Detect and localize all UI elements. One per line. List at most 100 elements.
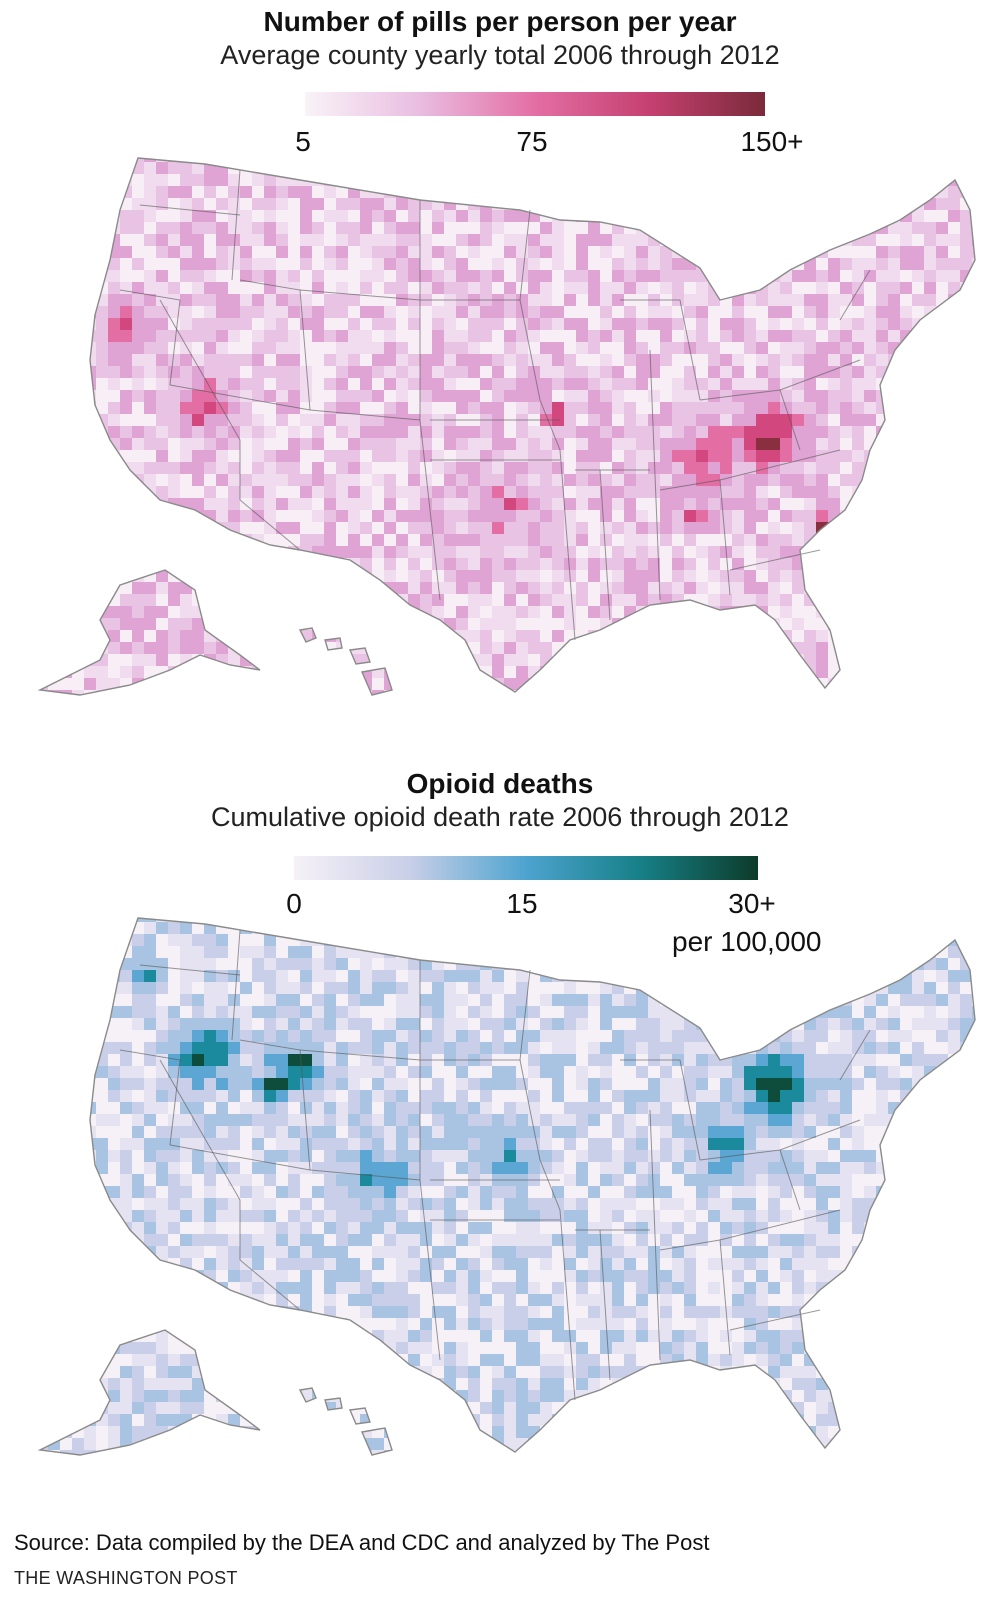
county-cell: [48, 1234, 60, 1246]
county-cell: [624, 158, 636, 162]
county-cell: [456, 462, 468, 474]
county-cell: [912, 414, 924, 426]
county-cell: [804, 270, 816, 282]
county-cell: [60, 1042, 72, 1054]
county-cell: [96, 510, 108, 522]
county-cell: [96, 922, 108, 934]
county-cell: [276, 630, 288, 642]
county-cell: [396, 306, 408, 318]
county-cell: [684, 510, 696, 522]
county-cell: [360, 570, 372, 582]
county-cell: [40, 958, 48, 970]
county-cell: [948, 158, 960, 162]
county-cell: [924, 606, 936, 618]
county-cell: [864, 570, 876, 582]
county-cell: [528, 162, 540, 174]
county-cell: [132, 1270, 144, 1282]
county-cell: [888, 558, 900, 570]
county-cell: [60, 158, 72, 162]
county-cell: [24, 1090, 36, 1102]
county-cell: [240, 582, 252, 594]
county-cell: [108, 1414, 120, 1426]
county-cell: [144, 498, 156, 510]
county-cell: [192, 270, 204, 282]
county-cell: [720, 450, 732, 462]
county-cell: [72, 1378, 84, 1390]
county-cell: [720, 234, 732, 246]
county-cell: [12, 1414, 24, 1426]
county-cell: [408, 282, 420, 294]
county-cell: [384, 450, 396, 462]
county-cell: [72, 534, 84, 546]
county-cell: [12, 910, 24, 922]
county-cell: [156, 186, 168, 198]
county-cell: [144, 366, 156, 378]
county-cell: [672, 258, 684, 270]
county-cell: [696, 402, 708, 414]
county-cell: [780, 294, 792, 306]
county-cell: [900, 606, 912, 618]
county-cell: [120, 1174, 132, 1186]
county-cell: [864, 582, 876, 594]
county-cell: [396, 234, 408, 246]
county-cell: [600, 174, 612, 186]
county-cell: [636, 158, 648, 162]
county-cell: [708, 702, 720, 714]
county-cell: [564, 158, 576, 162]
county-cell: [40, 1018, 48, 1030]
county-cell: [144, 462, 156, 474]
county-cell: [576, 450, 588, 462]
county-cell: [108, 982, 120, 994]
county-cell: [156, 1174, 168, 1186]
county-cell: [552, 534, 564, 546]
county-cell: [732, 498, 744, 510]
county-cell: [396, 330, 408, 342]
county-cell: [288, 270, 300, 282]
county-cell: [12, 294, 24, 306]
state-boundaries: [119, 169, 871, 641]
county-cell: [504, 222, 516, 234]
county-cell: [0, 210, 12, 222]
county-cell: [912, 342, 924, 354]
county-cell: [960, 630, 972, 642]
county-cell: [144, 1390, 156, 1402]
county-cell: [864, 306, 876, 318]
county-cell: [624, 162, 636, 174]
county-cell: [936, 714, 948, 720]
county-cell: [540, 714, 552, 720]
county-cell: [684, 330, 696, 342]
county-cell: [984, 702, 996, 714]
county-cell: [948, 582, 960, 594]
county-cell: [180, 510, 192, 522]
county-cell: [24, 946, 36, 958]
county-cell: [24, 510, 36, 522]
county-cell: [40, 546, 48, 558]
county-cell: [72, 402, 84, 414]
county-cell: [912, 330, 924, 342]
county-cell: [252, 450, 264, 462]
county-cell: [684, 618, 696, 630]
county-cell: [696, 606, 708, 618]
county-cell: [144, 702, 156, 714]
county-cell: [984, 474, 996, 486]
county-cell: [768, 330, 780, 342]
county-cell: [24, 1306, 36, 1318]
county-cell: [60, 414, 72, 426]
county-cell: [828, 306, 840, 318]
county-cell: [0, 174, 12, 186]
county-cell: [576, 162, 588, 174]
county-cell: [312, 390, 324, 402]
county-cell: [300, 606, 312, 618]
county-cell: [240, 606, 252, 618]
county-cell: [564, 510, 576, 522]
county-cell: [228, 342, 240, 354]
county-cell: [828, 318, 840, 330]
county-cell: [300, 714, 312, 720]
county-cell: [744, 162, 756, 174]
county-cell: [132, 378, 144, 390]
county-cell: [12, 1222, 24, 1234]
county-cell: [888, 678, 900, 690]
county-cell: [720, 510, 732, 522]
county-cell: [96, 1150, 108, 1162]
county-cell: [768, 162, 780, 174]
